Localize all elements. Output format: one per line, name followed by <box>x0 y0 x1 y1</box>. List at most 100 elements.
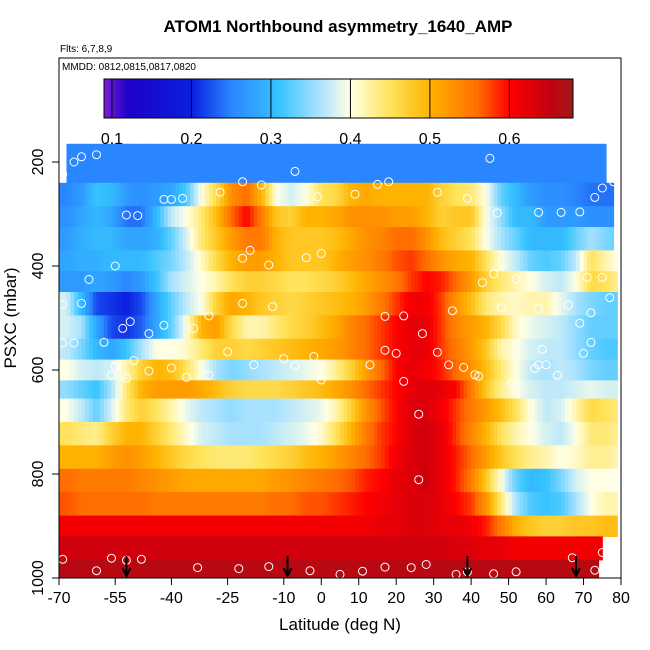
colorbar-strip <box>172 79 177 118</box>
heatmap-cell <box>542 380 547 400</box>
heatmap-cell <box>205 398 210 423</box>
heatmap-cell <box>321 398 326 423</box>
x-tick-label: 0 <box>317 590 326 607</box>
heatmap-cell <box>456 250 461 272</box>
colorbar-strip <box>382 79 386 118</box>
heatmap-cell <box>250 468 255 493</box>
heatmap-cell <box>302 492 307 517</box>
heatmap-cell <box>433 422 439 446</box>
heatmap-cell <box>141 468 146 493</box>
heatmap-cell <box>467 445 472 470</box>
heatmap-cell <box>411 206 416 228</box>
heatmap-cell <box>583 292 588 316</box>
heatmap-cell <box>396 182 401 207</box>
heatmap-cell <box>384 515 390 537</box>
heatmap-cell <box>456 359 461 381</box>
heatmap-cell <box>70 380 75 400</box>
heatmap-cell <box>414 206 420 228</box>
heatmap-cell <box>534 338 540 361</box>
heatmap-cell <box>463 422 468 446</box>
heatmap-cell <box>384 445 390 470</box>
heatmap-cell <box>133 515 139 537</box>
heatmap-cell <box>302 468 307 493</box>
heatmap-cell <box>553 398 558 423</box>
heatmap-cell <box>456 536 461 561</box>
heatmap-cell <box>216 143 221 184</box>
heatmap-cell <box>242 227 247 251</box>
heatmap-cell <box>276 398 281 423</box>
heatmap-cell <box>306 182 311 207</box>
heatmap-cell <box>474 422 480 446</box>
heatmap-cell <box>478 292 483 316</box>
heatmap-cell <box>107 143 113 184</box>
heatmap-cell <box>253 250 259 272</box>
heatmap-cell <box>381 315 386 340</box>
heatmap-cell <box>594 515 600 537</box>
heatmap-cell <box>321 315 326 340</box>
heatmap-cell <box>133 536 139 561</box>
heatmap-cell <box>437 492 442 517</box>
heatmap-cell <box>246 359 251 381</box>
heatmap-cell <box>328 380 334 400</box>
heatmap-cell <box>358 515 364 537</box>
heatmap-cell <box>321 227 326 251</box>
heatmap-cell <box>73 422 79 446</box>
heatmap-cell <box>531 468 536 493</box>
heatmap-cell <box>437 445 442 470</box>
heatmap-cell <box>587 182 592 207</box>
heatmap-cell <box>546 359 551 381</box>
heatmap-cell <box>381 492 386 517</box>
heatmap-cell <box>418 359 424 381</box>
heatmap-cell <box>317 559 322 578</box>
heatmap-cell <box>295 292 300 316</box>
heatmap-cell <box>553 380 558 400</box>
heatmap-cell <box>343 206 349 228</box>
heatmap-cell <box>587 515 592 537</box>
heatmap-cell <box>130 468 135 493</box>
heatmap-cell <box>220 445 225 470</box>
heatmap-cell <box>175 380 180 400</box>
heatmap-cell <box>403 292 409 316</box>
heatmap-cell <box>531 445 536 470</box>
observation-circle <box>365 360 375 370</box>
heatmap-cell <box>516 143 521 184</box>
heatmap-cell <box>418 380 424 400</box>
heatmap-cell <box>197 445 202 470</box>
heatmap-cell <box>85 271 90 293</box>
heatmap-cell <box>227 338 232 361</box>
heatmap-cell <box>444 315 450 340</box>
heatmap-cell <box>197 271 202 293</box>
heatmap-cell <box>482 380 487 400</box>
heatmap-cell <box>145 271 150 293</box>
heatmap-cell <box>594 315 600 340</box>
heatmap-cell <box>208 143 214 184</box>
heatmap-cell <box>486 271 491 293</box>
heatmap-cell <box>190 143 195 184</box>
heatmap-cell <box>59 422 64 446</box>
y-tick-label: 800 <box>30 461 47 488</box>
heatmap-cell <box>190 536 195 561</box>
heatmap-cell <box>392 143 397 184</box>
heatmap-cell <box>197 315 202 340</box>
heatmap-cell <box>549 359 555 381</box>
colorbar-strip <box>144 79 149 118</box>
heatmap-cell <box>456 182 461 207</box>
heatmap-cell <box>182 492 187 517</box>
observation-circle <box>541 360 551 370</box>
heatmap-cell <box>246 468 251 493</box>
heatmap-cell <box>553 359 558 381</box>
heatmap-cell <box>167 143 172 184</box>
heatmap-cell <box>538 143 543 184</box>
heatmap-cell <box>351 182 356 207</box>
heatmap-cell <box>96 250 101 272</box>
heatmap-cell <box>497 250 502 272</box>
heatmap-cell <box>568 338 573 361</box>
heatmap-cell <box>201 398 206 423</box>
heatmap-cell <box>388 492 394 517</box>
colorbar-strip <box>313 79 318 118</box>
heatmap-cell <box>437 250 442 272</box>
heatmap-cell <box>403 359 409 381</box>
heatmap-cell <box>141 380 146 400</box>
heatmap-cell <box>384 359 390 381</box>
heatmap-cell <box>467 398 472 423</box>
